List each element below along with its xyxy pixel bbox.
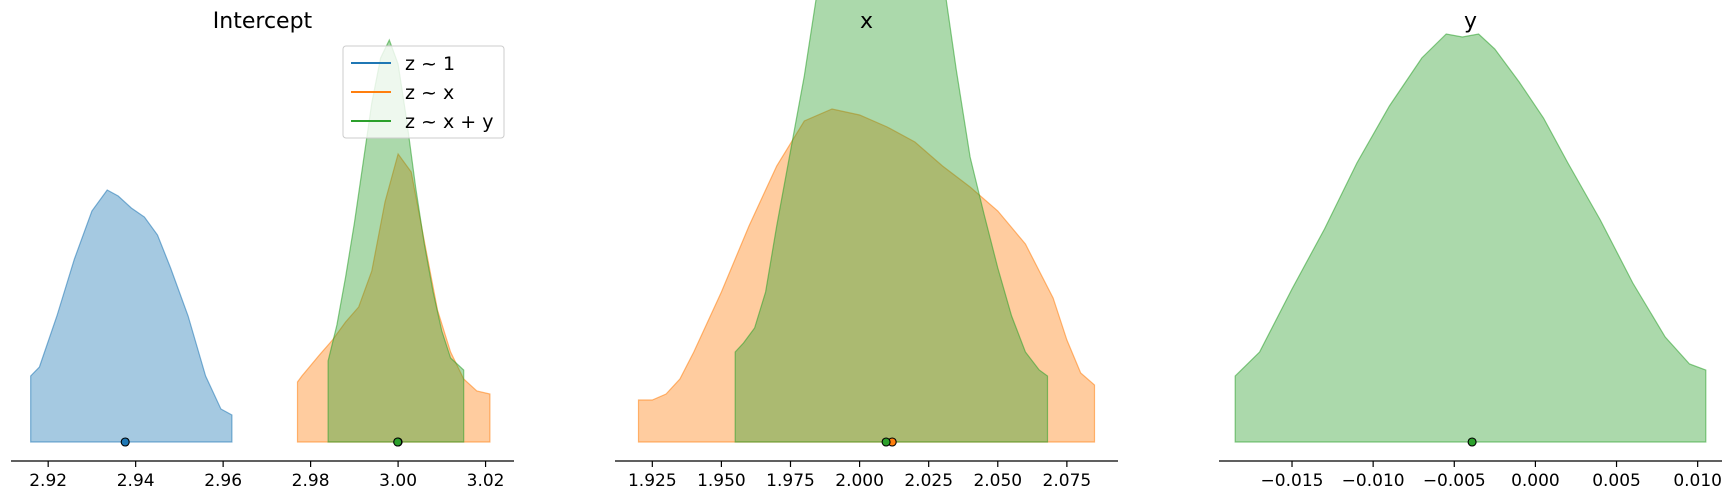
tick-label: 2.98 xyxy=(292,471,330,491)
point-estimate-z-x-y xyxy=(1467,437,1477,447)
tick-label: 1.925 xyxy=(628,471,677,491)
tick-label: 0.000 xyxy=(1511,471,1560,491)
legend-label: z ~ x xyxy=(405,82,454,104)
legend-label: z ~ 1 xyxy=(405,53,455,75)
legend-item: z ~ x xyxy=(351,82,454,104)
point-estimate-z-1 xyxy=(120,437,130,447)
tick-label: 3.02 xyxy=(467,471,505,491)
density-z-x-y xyxy=(1234,33,1707,443)
legend-item: z ~ x + y xyxy=(351,111,493,133)
tick-label: 1.975 xyxy=(766,471,815,491)
panel-title: Intercept xyxy=(213,9,313,34)
tick-label: 1.950 xyxy=(697,471,746,491)
panel-title: x xyxy=(860,9,873,34)
tick-label: −0.005 xyxy=(1423,471,1486,491)
tick-label: 2.96 xyxy=(204,471,242,491)
legend-item: z ~ 1 xyxy=(351,53,455,75)
legend-box xyxy=(342,45,505,139)
panel-title: y xyxy=(1464,9,1477,34)
tick-label: 0.005 xyxy=(1592,471,1641,491)
point-estimate-z-x-y xyxy=(881,437,891,447)
panel-1: 2.92 2.94 2.96 2.98 3.00 3.02 Intercept xyxy=(11,9,514,491)
density-z-x xyxy=(296,152,491,443)
density-z-x xyxy=(637,108,1096,443)
tick-label: −0.015 xyxy=(1261,471,1324,491)
tick-label: 2.000 xyxy=(835,471,884,491)
tick-label: 2.050 xyxy=(973,471,1022,491)
legend: z ~ 1 z ~ x z ~ x + y xyxy=(342,45,505,139)
panel-3: −0.015 −0.010 −0.005 0.000 0.005 0.010 y xyxy=(1219,9,1722,491)
tick-label: 2.94 xyxy=(117,471,155,491)
tick-label: 2.025 xyxy=(904,471,953,491)
density-z-1 xyxy=(30,189,233,443)
tick-label: 2.075 xyxy=(1043,471,1092,491)
tick-label: 0.010 xyxy=(1673,471,1722,491)
legend-label: z ~ x + y xyxy=(405,111,493,133)
panel-2: 1.925 1.950 1.975 2.000 2.025 2.050 2.075 x xyxy=(615,0,1118,491)
tick-label: −0.010 xyxy=(1342,471,1405,491)
point-estimate-z-x-y xyxy=(393,437,403,447)
density-z-x-y xyxy=(734,0,1049,443)
tick-label: 3.00 xyxy=(379,471,417,491)
tick-label: 2.92 xyxy=(29,471,67,491)
